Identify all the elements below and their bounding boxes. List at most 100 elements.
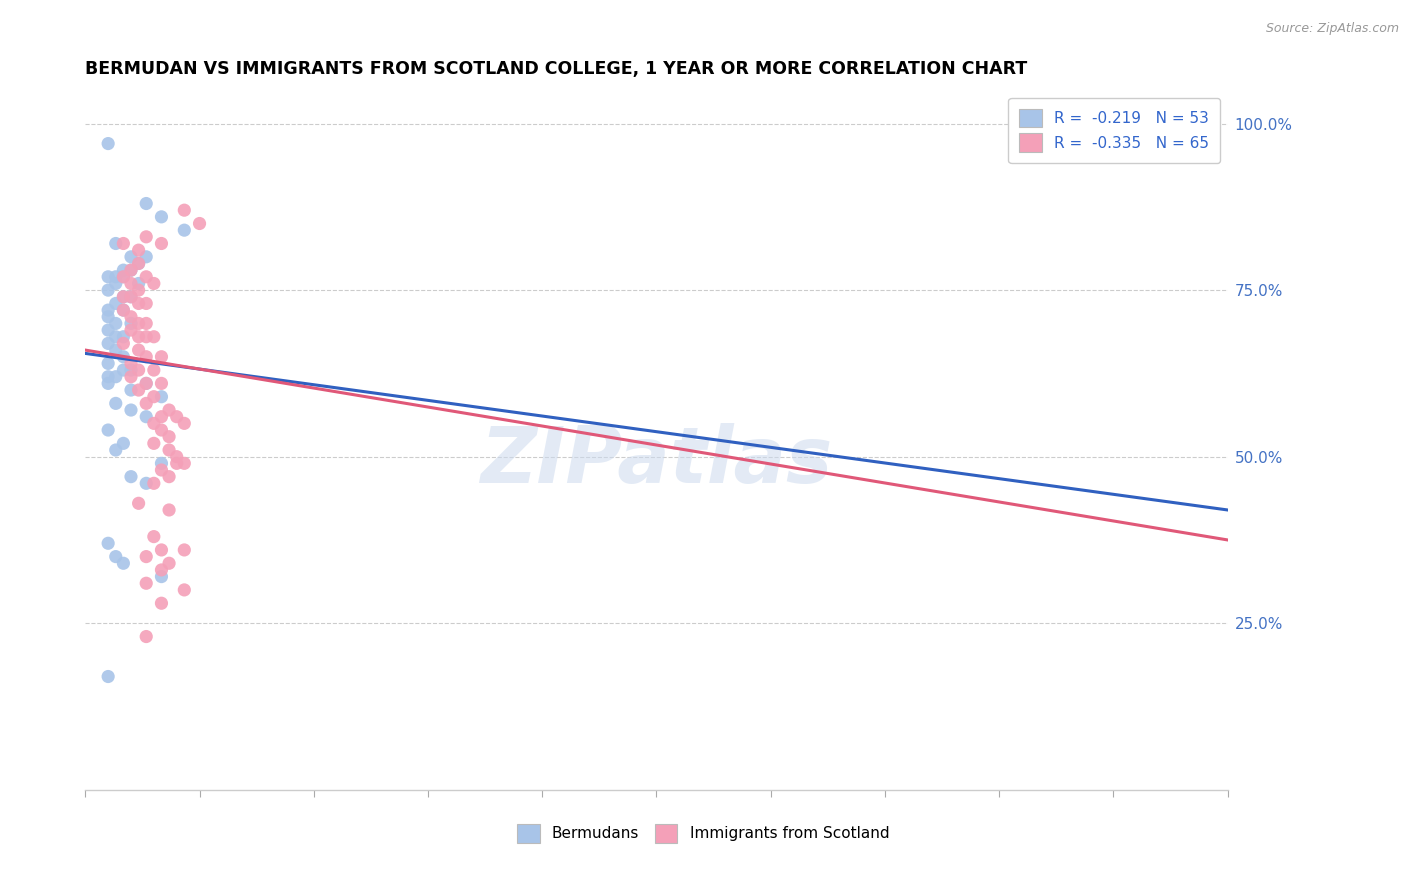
Text: ZIPatlas: ZIPatlas xyxy=(481,423,832,499)
Point xyxy=(120,277,142,291)
Point xyxy=(150,409,173,424)
Point xyxy=(150,596,173,610)
Point xyxy=(157,503,180,517)
Point xyxy=(188,217,211,231)
Point xyxy=(173,223,195,237)
Point xyxy=(120,263,142,277)
Point xyxy=(128,283,150,297)
Point xyxy=(112,363,135,377)
Point xyxy=(135,250,157,264)
Point xyxy=(135,330,157,344)
Point xyxy=(120,369,142,384)
Point xyxy=(128,256,150,270)
Point xyxy=(104,269,127,284)
Point xyxy=(166,456,188,470)
Point xyxy=(150,423,173,437)
Point xyxy=(120,290,142,304)
Point xyxy=(173,543,195,558)
Point xyxy=(142,530,165,544)
Point xyxy=(104,296,127,310)
Point xyxy=(112,330,135,344)
Point xyxy=(120,356,142,370)
Point xyxy=(104,343,127,357)
Point xyxy=(112,436,135,450)
Point xyxy=(112,303,135,318)
Point xyxy=(97,356,120,370)
Point xyxy=(142,417,165,431)
Point xyxy=(135,376,157,391)
Point xyxy=(104,369,127,384)
Point xyxy=(97,369,120,384)
Point xyxy=(135,230,157,244)
Legend: Bermudans, Immigrants from Scotland: Bermudans, Immigrants from Scotland xyxy=(510,818,896,848)
Point xyxy=(97,423,120,437)
Point xyxy=(135,296,157,310)
Point xyxy=(135,376,157,391)
Point xyxy=(135,549,157,564)
Point xyxy=(150,463,173,477)
Point xyxy=(150,236,173,251)
Point xyxy=(112,303,135,318)
Point xyxy=(150,390,173,404)
Point xyxy=(97,376,120,391)
Point xyxy=(112,269,135,284)
Point xyxy=(112,336,135,351)
Point xyxy=(97,310,120,324)
Point xyxy=(120,403,142,417)
Legend: R =  -0.219   N = 53, R =  -0.335   N = 65: R = -0.219 N = 53, R = -0.335 N = 65 xyxy=(1008,98,1220,162)
Point xyxy=(104,396,127,410)
Point xyxy=(120,323,142,337)
Point xyxy=(112,350,135,364)
Point xyxy=(135,317,157,331)
Point xyxy=(173,582,195,597)
Point xyxy=(97,303,120,318)
Point xyxy=(120,263,142,277)
Point xyxy=(97,536,120,550)
Point xyxy=(142,476,165,491)
Point xyxy=(128,363,150,377)
Point xyxy=(112,269,135,284)
Point xyxy=(104,236,127,251)
Point xyxy=(120,363,142,377)
Text: Source: ZipAtlas.com: Source: ZipAtlas.com xyxy=(1265,22,1399,36)
Point xyxy=(120,383,142,397)
Point xyxy=(142,436,165,450)
Point xyxy=(135,196,157,211)
Point xyxy=(157,469,180,483)
Point xyxy=(135,269,157,284)
Point xyxy=(135,350,157,364)
Point xyxy=(128,317,150,331)
Point xyxy=(128,277,150,291)
Point xyxy=(150,563,173,577)
Point xyxy=(128,496,150,510)
Point xyxy=(150,456,173,470)
Point xyxy=(157,556,180,570)
Point xyxy=(120,250,142,264)
Point xyxy=(128,243,150,257)
Point xyxy=(135,576,157,591)
Point xyxy=(128,343,150,357)
Point xyxy=(142,277,165,291)
Point xyxy=(97,269,120,284)
Point xyxy=(120,469,142,483)
Point xyxy=(150,376,173,391)
Point xyxy=(112,236,135,251)
Point xyxy=(104,317,127,331)
Point xyxy=(128,296,150,310)
Point xyxy=(104,330,127,344)
Point xyxy=(150,350,173,364)
Point xyxy=(142,363,165,377)
Text: BERMUDAN VS IMMIGRANTS FROM SCOTLAND COLLEGE, 1 YEAR OR MORE CORRELATION CHART: BERMUDAN VS IMMIGRANTS FROM SCOTLAND COL… xyxy=(86,60,1028,78)
Point xyxy=(97,323,120,337)
Point xyxy=(173,456,195,470)
Point xyxy=(150,569,173,583)
Point xyxy=(135,409,157,424)
Point xyxy=(128,256,150,270)
Point xyxy=(173,417,195,431)
Point xyxy=(166,450,188,464)
Point xyxy=(157,443,180,458)
Point xyxy=(128,383,150,397)
Point xyxy=(112,290,135,304)
Point xyxy=(150,210,173,224)
Point xyxy=(120,290,142,304)
